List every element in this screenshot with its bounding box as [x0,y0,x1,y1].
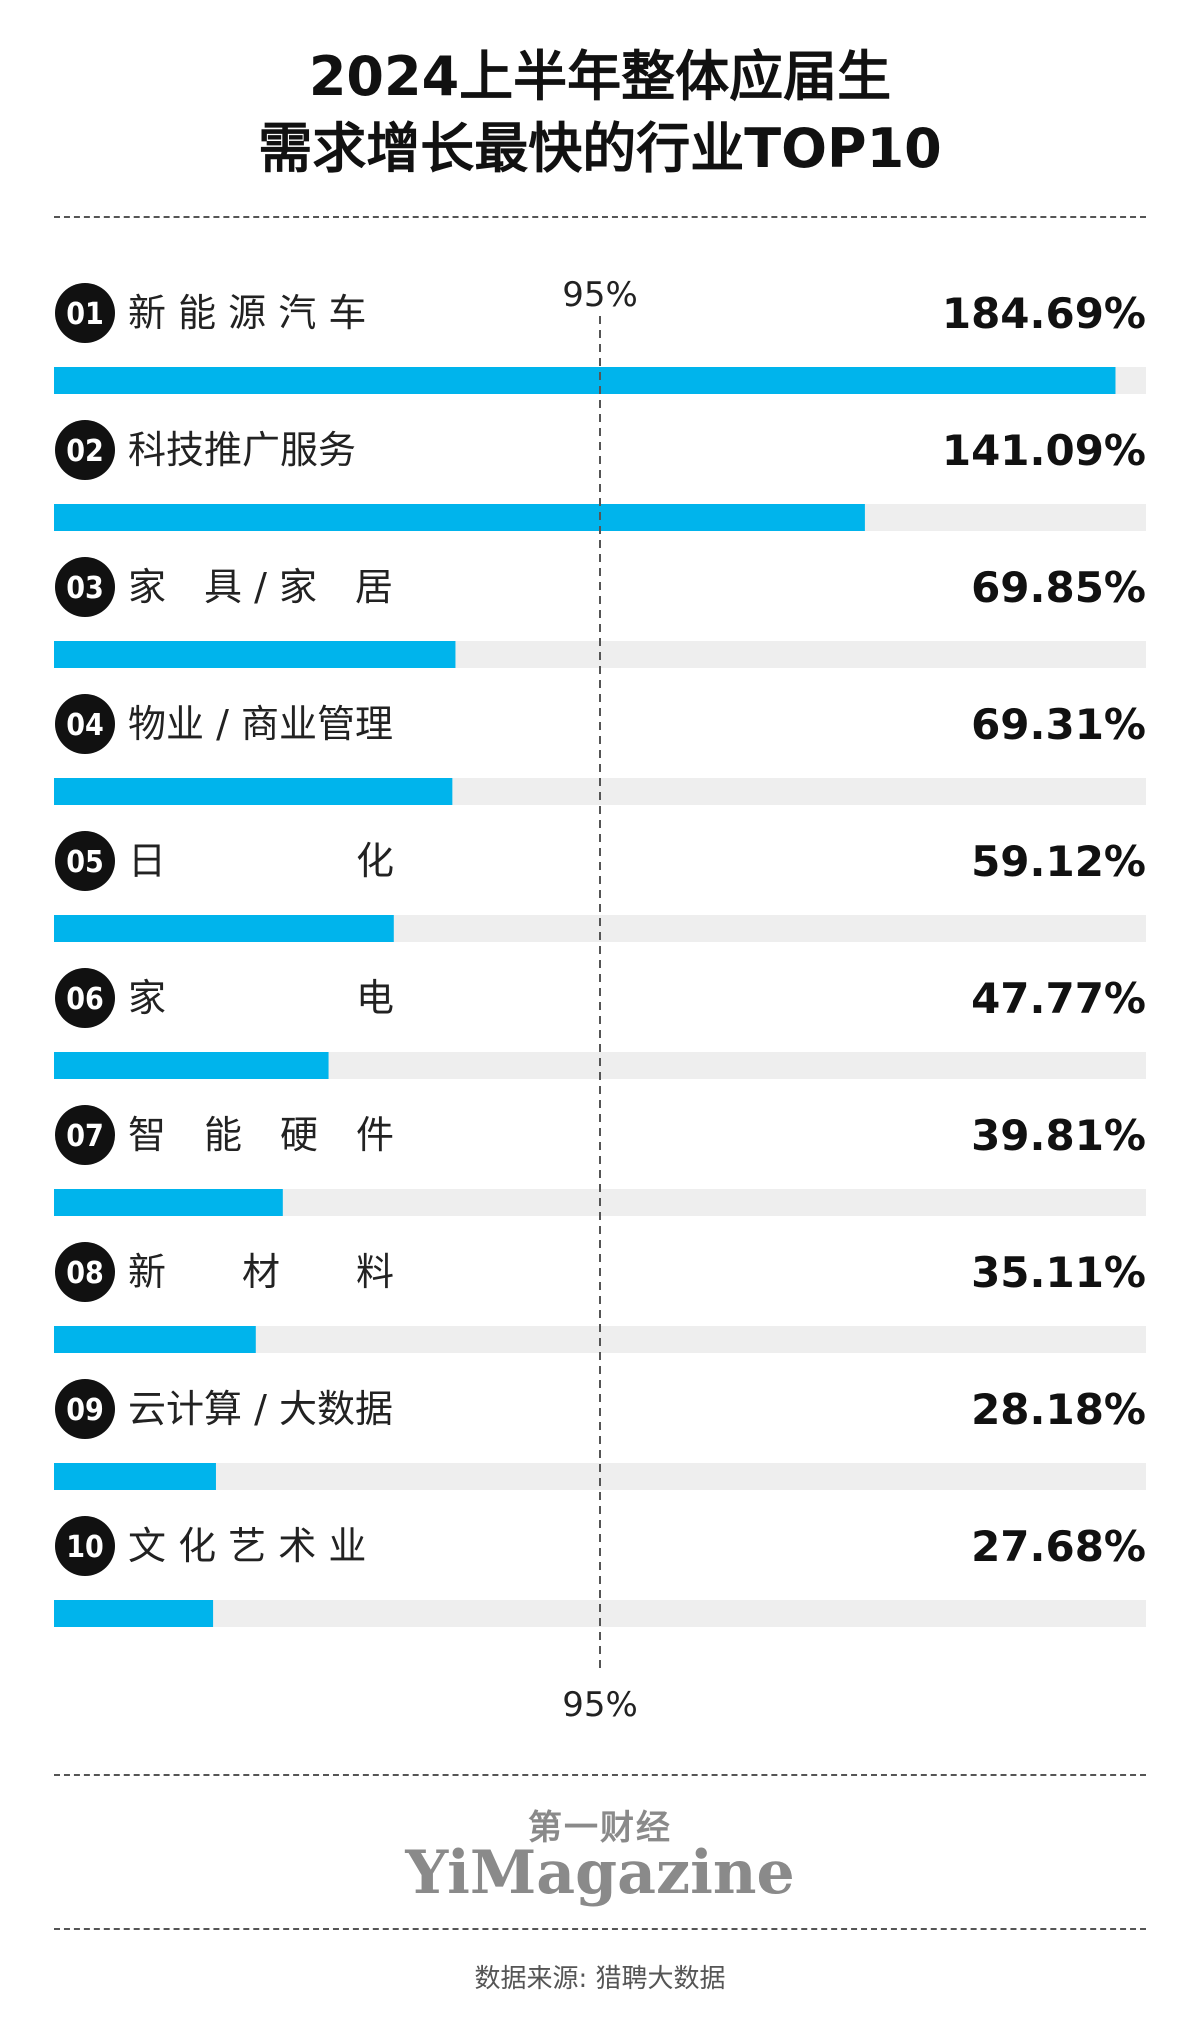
brand-logo-en: YiMagazine [405,1838,795,1908]
category-label: 新 能 源 汽 车 [128,291,366,335]
chart-title-line-2: 需求增长最快的行业TOP10 [258,117,942,180]
category-label: 物业 / 商业管理 [128,702,393,746]
rank-number: 05 [66,845,104,880]
rank-badge [55,420,115,480]
bar [54,1052,329,1079]
rank-badge [55,968,115,1028]
rank-number: 07 [66,1119,104,1154]
bar [54,1326,256,1353]
value-label: 69.31% [971,700,1146,749]
category-label: 家 电 [128,976,394,1020]
value-label: 59.12% [971,837,1146,886]
category-label: 文 化 艺 术 业 [128,1524,366,1568]
rank-number: 08 [66,1256,104,1291]
rank-number: 04 [66,708,104,743]
top-divider [54,216,1146,218]
category-label: 科技推广服务 [128,428,356,472]
value-label: 47.77% [971,974,1146,1023]
reference-label-bottom: 95% [562,1685,638,1725]
value-label: 69.85% [971,563,1146,612]
bar [54,1189,283,1216]
bar [54,915,394,942]
bar [54,504,865,531]
rank-number: 09 [66,1393,104,1428]
rank-badge [55,283,115,343]
category-label: 日 化 [128,839,394,883]
rank-badge [55,557,115,617]
value-label: 184.69% [942,289,1146,338]
rank-badge [55,831,115,891]
rank-badge [55,1105,115,1165]
bar [54,367,1116,394]
footer-divider-bottom [54,1928,1146,1930]
bar [54,641,456,668]
rank-badge [55,1242,115,1302]
bar [54,1463,216,1490]
category-label: 智 能 硬 件 [128,1113,394,1157]
value-label: 35.11% [971,1248,1146,1297]
bar [54,778,453,805]
rank-badge [55,694,115,754]
category-label: 新 材 料 [128,1250,394,1294]
value-label: 39.81% [971,1111,1146,1160]
rank-number: 10 [66,1530,104,1565]
chart-title-line-1: 2024上半年整体应届生 [308,45,892,108]
rank-badge [55,1379,115,1439]
brand-logo-cn: 第一财经 [528,1808,672,1848]
value-label: 141.09% [942,426,1146,475]
reference-label-top: 95% [562,275,638,315]
rank-number: 03 [66,571,104,606]
category-label: 家 具 / 家 居 [128,565,393,609]
footer-divider-top [54,1774,1146,1776]
bar-chart: 01 新 能 源 汽 车 184.69% 02 科技推广服务 141.09% 03 家 具 /… [54,275,1146,1725]
value-label: 28.18% [971,1385,1146,1434]
rank-number: 01 [66,297,104,332]
rank-number: 06 [66,982,104,1017]
category-label: 云计算 / 大数据 [128,1387,393,1431]
value-label: 27.68% [971,1522,1146,1571]
data-source: 数据来源: 猎聘大数据 [474,1964,726,1994]
rank-number: 02 [66,434,104,469]
bar [54,1600,214,1627]
rank-badge [55,1516,115,1576]
